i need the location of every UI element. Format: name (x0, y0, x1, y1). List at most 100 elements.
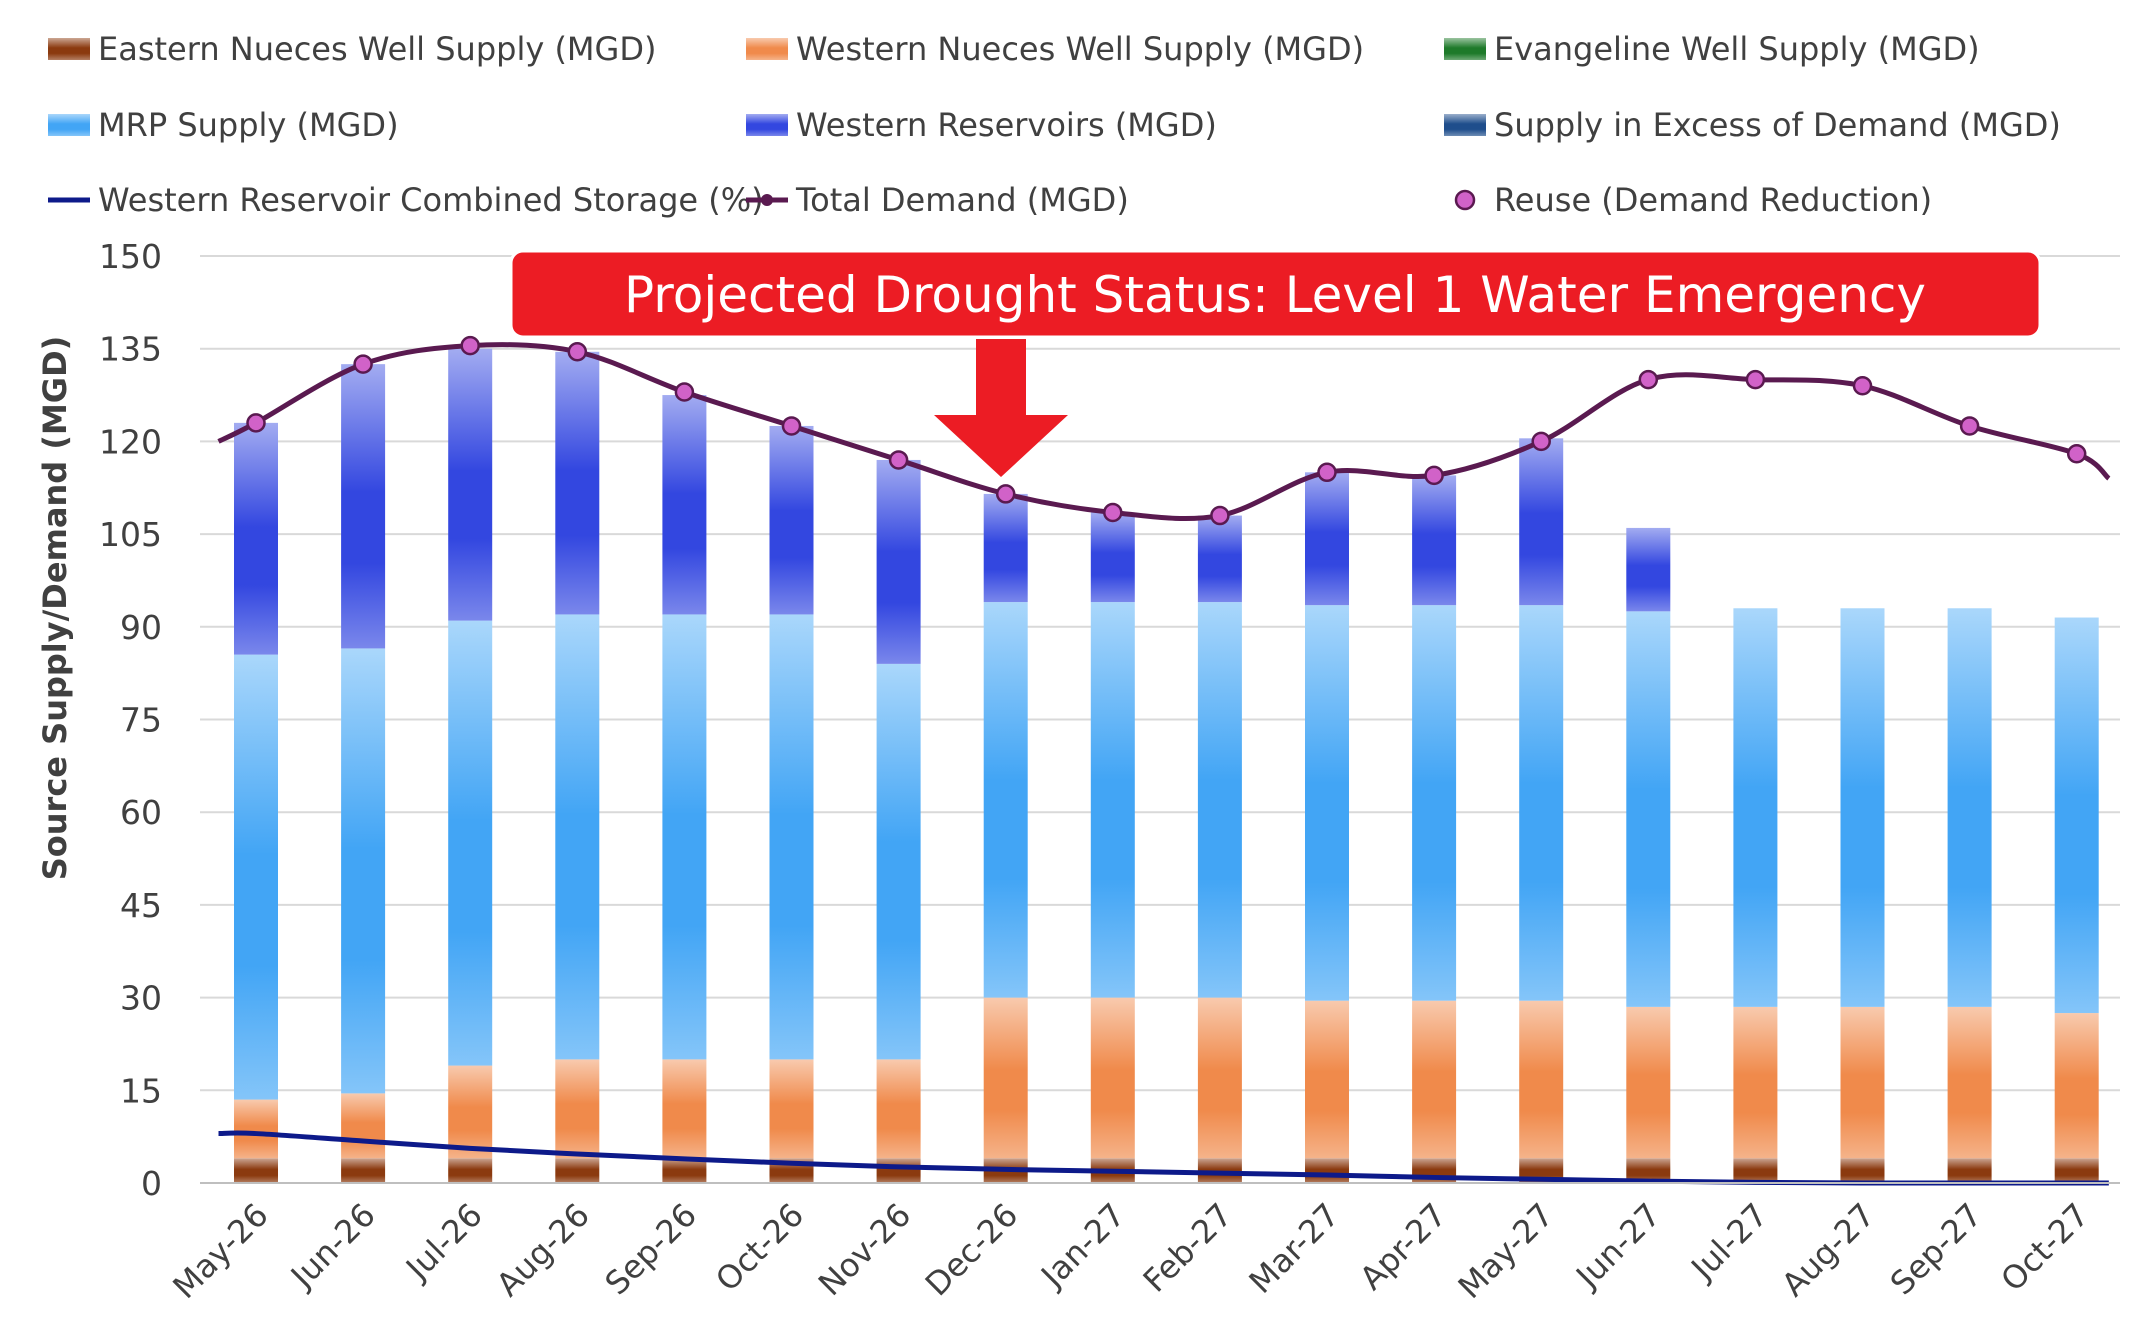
point-reuse (1852, 376, 1873, 396)
legend-symbol (746, 194, 788, 206)
bar-segment-western-reservoirs (769, 425, 814, 615)
point-reuse (1103, 502, 1123, 523)
bar-segment-mrp-supply (1947, 608, 1992, 1007)
bar-segment-western-nueces-well-supply (769, 1059, 814, 1159)
bar-segment-western-nueces-well-supply (234, 1099, 278, 1159)
bars (234, 348, 2099, 1183)
legend-symbol (1444, 114, 1486, 136)
point-reuse (2066, 444, 2087, 464)
bar-segment-western-reservoirs (1519, 438, 1564, 606)
bar-stack-oct-27 (2054, 617, 2099, 1183)
legend-item-eastern-nueces-well-supply: Eastern Nueces Well Supply (MGD) (48, 30, 656, 68)
lines (217, 335, 2111, 1186)
legend-label: Evangeline Well Supply (MGD) (1494, 30, 1980, 68)
bar-segment-mrp-supply (662, 614, 707, 1060)
legend-symbol (1444, 38, 1486, 60)
bar-segment-western-nueces-well-supply (1197, 997, 1242, 1159)
bar-segment-mrp-supply (769, 614, 814, 1060)
bar-segment-western-reservoirs (1305, 472, 1349, 606)
bar-stack-jun-26 (341, 364, 386, 1183)
bar-segment-western-nueces-well-supply (448, 1065, 493, 1159)
point-reuse (567, 342, 588, 362)
bar-stack-may-26 (234, 422, 278, 1183)
legend: Eastern Nueces Well Supply (MGD) Western … (48, 30, 2061, 219)
point-reuse (995, 484, 1016, 504)
bar-segment-eastern-nueces-well-supply (1733, 1158, 1778, 1183)
bar-segment-mrp-supply (448, 620, 493, 1066)
legend-item-western-reservoirs: Western Reservoirs (MGD) (746, 106, 1217, 144)
bar-stack-apr-27 (1412, 475, 1457, 1183)
bar-stack-sep-26 (662, 395, 707, 1183)
x-tick-label: Jan-27 (1032, 1196, 1132, 1296)
x-tick-label: Jul-26 (397, 1196, 490, 1289)
bar-segment-western-nueces-well-supply (662, 1059, 707, 1159)
bar-segment-mrp-supply (2054, 617, 2099, 1014)
bar-segment-mrp-supply (234, 654, 278, 1100)
x-tick-label: Aug-27 (1774, 1196, 1882, 1304)
bar-stack-aug-27 (1840, 608, 1885, 1183)
bar-stack-nov-26 (876, 459, 921, 1183)
legend-label: Western Reservoirs (MGD) (796, 106, 1217, 144)
bar-segment-eastern-nueces-well-supply (555, 1158, 600, 1183)
bar-segment-western-nueces-well-supply (1412, 1000, 1457, 1159)
bar-segment-western-nueces-well-supply (876, 1059, 921, 1159)
bar-stack-feb-27 (1197, 515, 1242, 1183)
bar-segment-eastern-nueces-well-supply (2054, 1158, 2099, 1183)
point-reuse (781, 416, 802, 436)
y-tick-label: 75 (120, 701, 162, 740)
bar-segment-western-reservoirs (555, 351, 600, 615)
bar-segment-western-reservoirs (876, 459, 921, 664)
bar-segment-western-nueces-well-supply (1305, 1000, 1349, 1159)
bar-stack-dec-26 (983, 493, 1028, 1183)
bar-stack-mar-27 (1305, 472, 1349, 1183)
point-reuse (1424, 465, 1444, 486)
legend-symbol (48, 114, 90, 136)
y-tick-label: 105 (99, 515, 162, 554)
x-tick-label: Sep-26 (598, 1196, 704, 1302)
bar-segment-eastern-nueces-well-supply (876, 1158, 921, 1183)
legend-label: Western Reservoir Combined Storage (%) (98, 181, 764, 219)
legend-label: Total Demand (MGD) (795, 181, 1129, 219)
bar-segment-mrp-supply (555, 614, 600, 1060)
bar-segment-mrp-supply (1519, 605, 1564, 1001)
y-tick-label: 120 (99, 422, 162, 461)
point-reuse (1210, 505, 1230, 526)
bar-segment-western-reservoirs (983, 493, 1028, 603)
legend-symbol (1454, 189, 1476, 211)
x-tick-label: Oct-27 (1993, 1196, 2096, 1299)
bar-segment-western-nueces-well-supply (983, 997, 1028, 1159)
line-western-reservoir-combined-storage (218, 1130, 2109, 1186)
bar-segment-mrp-supply (1840, 608, 1885, 1007)
x-tick-label: Dec-26 (918, 1196, 1026, 1304)
point-reuse (1531, 431, 1551, 452)
bar-segment-western-nueces-well-supply (555, 1059, 600, 1159)
bar-segment-western-nueces-well-supply (1947, 1006, 1992, 1159)
legend-label: Eastern Nueces Well Supply (MGD) (98, 30, 656, 68)
bar-segment-eastern-nueces-well-supply (1840, 1158, 1885, 1183)
legend-item-total-demand: Total Demand (MGD) (746, 181, 1129, 219)
bar-segment-mrp-supply (1626, 611, 1671, 1007)
legend-item-mrp-supply: MRP Supply (MGD) (48, 106, 399, 144)
drought-status-text: Projected Drought Status: Level 1 Water … (624, 266, 1926, 324)
bar-segment-eastern-nueces-well-supply (341, 1158, 386, 1183)
bar-segment-western-nueces-well-supply (1626, 1006, 1671, 1159)
x-tick-label: Jun-26 (282, 1196, 383, 1297)
legend-symbol (746, 38, 788, 60)
x-tick-label: Oct-26 (708, 1196, 811, 1299)
point-reuse (1745, 369, 1766, 390)
bar-stack-aug-26 (555, 351, 600, 1183)
legend-label: Reuse (Demand Reduction) (1494, 181, 1932, 219)
bar-stack-may-27 (1519, 438, 1564, 1183)
drought-status-banner (509, 249, 2042, 339)
bar-segment-mrp-supply (1090, 602, 1135, 998)
bar-segment-western-reservoirs (341, 364, 386, 649)
legend-item-supply-in-excess-of-demand: Supply in Excess of Demand (MGD) (1444, 106, 2061, 144)
drought-status-arrow (934, 339, 1068, 477)
x-tick-label: Jun-27 (1567, 1196, 1668, 1297)
legend-item-reuse: Reuse (Demand Reduction) (1454, 181, 1932, 219)
bar-segment-western-nueces-well-supply (1090, 997, 1135, 1159)
bar-stack-jan-27 (1090, 512, 1135, 1183)
bar-segment-mrp-supply (1305, 605, 1349, 1001)
y-tick-label: 45 (120, 886, 162, 925)
